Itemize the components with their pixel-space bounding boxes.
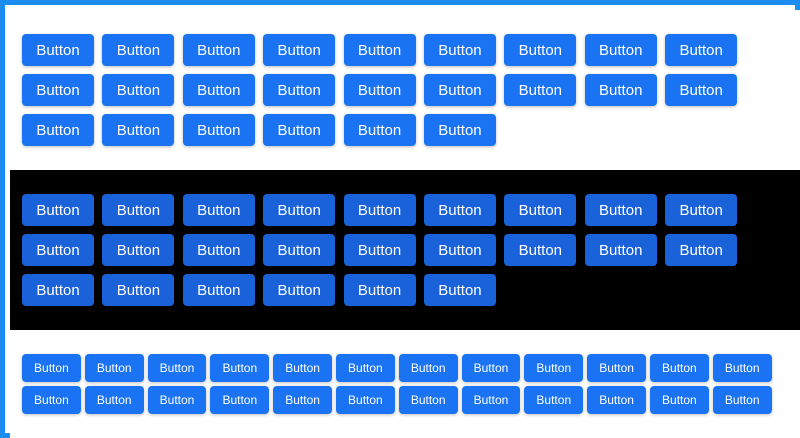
- button[interactable]: Button: [263, 74, 336, 106]
- button[interactable]: Button: [22, 74, 94, 106]
- button[interactable]: Button: [423, 74, 496, 106]
- button[interactable]: Button: [343, 34, 416, 66]
- button[interactable]: Button: [423, 234, 496, 266]
- button[interactable]: Button: [210, 386, 270, 414]
- button[interactable]: Button: [22, 386, 81, 414]
- button[interactable]: Button: [22, 114, 94, 146]
- button[interactable]: Button: [22, 234, 94, 266]
- button[interactable]: Button: [504, 194, 577, 226]
- button[interactable]: Button: [182, 34, 255, 66]
- button[interactable]: Button: [504, 34, 577, 66]
- button[interactable]: Button: [343, 74, 416, 106]
- button[interactable]: Button: [665, 74, 738, 106]
- button[interactable]: Button: [102, 74, 175, 106]
- button[interactable]: Button: [263, 194, 336, 226]
- dark-buttons-section: Button Button Button Button Button Button Butt…: [10, 170, 800, 330]
- button-grid-small: Button Button Button Button Button Button Butt…: [22, 354, 782, 414]
- button[interactable]: Button: [587, 354, 646, 382]
- button[interactable]: Button: [461, 354, 521, 382]
- button[interactable]: Button: [343, 234, 416, 266]
- button[interactable]: Button: [343, 114, 416, 146]
- button[interactable]: Button: [665, 34, 738, 66]
- button[interactable]: Button: [423, 274, 496, 306]
- button[interactable]: Button: [423, 34, 496, 66]
- button-grid-light: Button Button Button Button Button Button Butt…: [22, 34, 762, 146]
- small-buttons-section: Button Button Button Button Button Button Butt…: [10, 330, 800, 438]
- light-buttons-section: Button Button Button Button Button Button Butt…: [10, 10, 800, 170]
- button[interactable]: Button: [102, 34, 175, 66]
- button[interactable]: Button: [584, 234, 657, 266]
- button[interactable]: Button: [649, 386, 709, 414]
- button[interactable]: Button: [584, 74, 657, 106]
- button[interactable]: Button: [398, 386, 458, 414]
- button[interactable]: Button: [22, 354, 81, 382]
- button[interactable]: Button: [524, 386, 584, 414]
- button[interactable]: Button: [504, 234, 577, 266]
- button[interactable]: Button: [587, 386, 646, 414]
- button[interactable]: Button: [102, 274, 175, 306]
- button[interactable]: Button: [84, 386, 144, 414]
- button[interactable]: Button: [147, 386, 207, 414]
- button[interactable]: Button: [22, 274, 94, 306]
- button[interactable]: Button: [524, 354, 584, 382]
- button[interactable]: Button: [665, 194, 738, 226]
- button[interactable]: Button: [263, 274, 336, 306]
- button[interactable]: Button: [335, 386, 395, 414]
- button[interactable]: Button: [263, 114, 336, 146]
- button[interactable]: Button: [22, 34, 94, 66]
- button[interactable]: Button: [584, 194, 657, 226]
- button[interactable]: Button: [182, 114, 255, 146]
- button[interactable]: Button: [263, 34, 336, 66]
- button[interactable]: Button: [343, 194, 416, 226]
- button[interactable]: Button: [22, 194, 94, 226]
- button[interactable]: Button: [210, 354, 270, 382]
- button[interactable]: Button: [461, 386, 521, 414]
- button[interactable]: Button: [423, 194, 496, 226]
- button[interactable]: Button: [182, 234, 255, 266]
- button[interactable]: Button: [504, 74, 577, 106]
- button[interactable]: Button: [423, 114, 496, 146]
- button[interactable]: Button: [84, 354, 144, 382]
- button[interactable]: Button: [102, 194, 175, 226]
- button[interactable]: Button: [182, 74, 255, 106]
- button[interactable]: Button: [182, 274, 255, 306]
- button[interactable]: Button: [273, 386, 332, 414]
- button[interactable]: Button: [649, 354, 709, 382]
- button[interactable]: Button: [263, 234, 336, 266]
- button[interactable]: Button: [102, 234, 175, 266]
- button[interactable]: Button: [584, 34, 657, 66]
- button[interactable]: Button: [182, 194, 255, 226]
- button[interactable]: Button: [147, 354, 207, 382]
- button[interactable]: Button: [102, 114, 175, 146]
- button[interactable]: Button: [273, 354, 332, 382]
- button[interactable]: Button: [343, 274, 416, 306]
- button[interactable]: Button: [665, 234, 738, 266]
- button-grid-dark: Button Button Button Button Button Button Butt…: [22, 194, 762, 306]
- button[interactable]: Button: [398, 354, 458, 382]
- button[interactable]: Button: [335, 354, 395, 382]
- button[interactable]: Button: [712, 386, 772, 414]
- button[interactable]: Button: [712, 354, 772, 382]
